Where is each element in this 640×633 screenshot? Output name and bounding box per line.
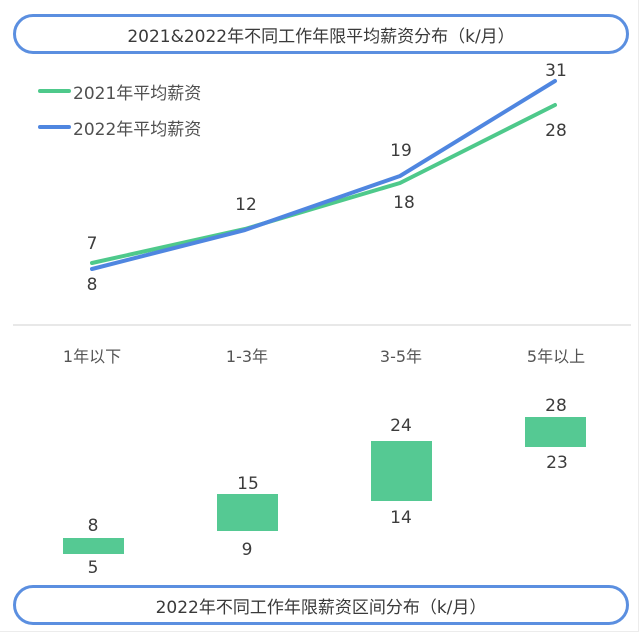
range-bar-3[interactable] xyxy=(371,441,432,501)
label-2021-3: 18 xyxy=(393,193,415,213)
label-2021-4: 28 xyxy=(545,121,567,141)
legend-label-2021: 2021年平均薪资 xyxy=(73,83,202,104)
range-bar-2[interactable] xyxy=(217,494,278,531)
line-series-2021[interactable] xyxy=(90,103,557,265)
category-label-3: 3-5年 xyxy=(379,347,423,366)
legend-swatch-2022 xyxy=(38,125,71,129)
section-divider xyxy=(13,324,631,326)
label-2022-4: 31 xyxy=(545,61,567,81)
legend-item-2021[interactable]: 2021年平均薪资 xyxy=(38,73,201,109)
category-label-2: 1-3年 xyxy=(225,347,269,366)
range-low-1: 5 xyxy=(88,558,99,578)
range-high-3: 24 xyxy=(390,416,412,436)
legend-swatch-2021 xyxy=(38,89,71,93)
line-series-2022[interactable] xyxy=(90,79,557,271)
legend-label-2022: 2022年平均薪资 xyxy=(73,119,202,140)
label-2022-2: 12 xyxy=(235,195,257,215)
label-2022-1: 8 xyxy=(87,275,98,295)
legend: 2021年平均薪资 2022年平均薪资 xyxy=(38,73,201,145)
range-low-3: 14 xyxy=(390,508,412,528)
range-high-1: 8 xyxy=(88,516,99,536)
bottom-chart-title-text: 2022年不同工作年限薪资区间分布（k/月） xyxy=(155,597,487,618)
range-low-4: 23 xyxy=(546,453,568,473)
legend-item-2022[interactable]: 2022年平均薪资 xyxy=(38,109,201,145)
label-2021-1: 7 xyxy=(87,234,98,254)
range-high-2: 15 xyxy=(237,474,259,494)
range-bar-1[interactable] xyxy=(63,538,124,554)
label-2022-3: 19 xyxy=(390,141,412,161)
top-chart-title-text: 2021&2022年不同工作年限平均薪资分布（k/月） xyxy=(127,26,515,47)
top-chart-title: 2021&2022年不同工作年限平均薪资分布（k/月） xyxy=(13,14,629,54)
range-bar-4[interactable] xyxy=(525,417,586,447)
range-low-2: 9 xyxy=(242,540,253,560)
range-high-4: 28 xyxy=(545,396,567,416)
bottom-chart-title: 2022年不同工作年限薪资区间分布（k/月） xyxy=(13,585,629,625)
category-label-4: 5年以上 xyxy=(526,347,586,366)
category-label-1: 1年以下 xyxy=(62,347,122,366)
